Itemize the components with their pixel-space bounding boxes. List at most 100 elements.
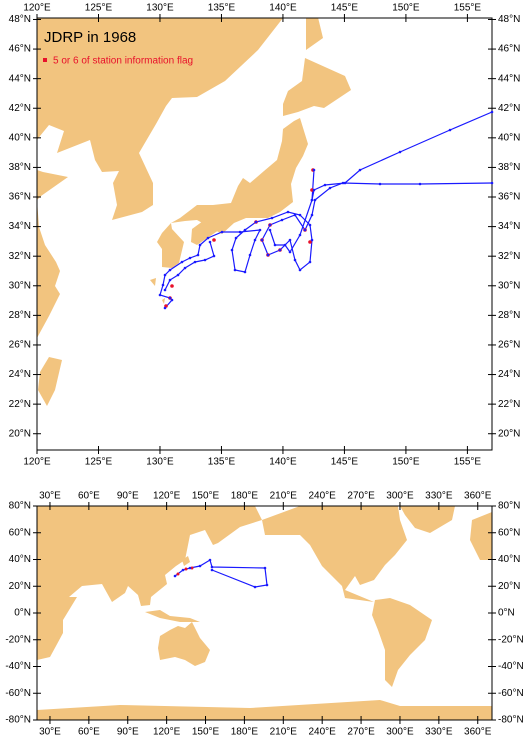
x-tick-label: 360°E (464, 491, 492, 502)
station (176, 273, 180, 277)
y-tick-label: 32°N (9, 251, 31, 262)
station (265, 583, 269, 587)
station (203, 258, 207, 262)
station (208, 558, 212, 562)
station (378, 182, 382, 186)
station (323, 183, 327, 187)
y-tick-label: -80°N (5, 715, 31, 726)
station (270, 216, 274, 220)
y-tick-label: 40°N (9, 554, 31, 565)
station (398, 150, 402, 154)
station (260, 238, 264, 242)
regional-land (37, 18, 351, 406)
map-title: JDRP in 1968 (44, 29, 136, 46)
y-tick-label: 34°N (9, 221, 31, 232)
station (168, 278, 172, 282)
x-tick-label: 150°E (192, 727, 220, 738)
x-tick-label: 30°E (39, 491, 61, 502)
station (293, 213, 297, 217)
station (268, 228, 272, 232)
station (328, 186, 332, 190)
x-tick-label: 270°E (347, 727, 375, 738)
x-tick-label: 155°E (454, 457, 482, 468)
station (238, 230, 242, 234)
x-tick-label: 60°E (78, 491, 100, 502)
station (288, 250, 292, 254)
y-tick-label: 28°N (498, 310, 520, 321)
station (181, 568, 185, 572)
y-tick-label: -20°N (5, 634, 31, 645)
y-tick-label: 20°N (9, 581, 31, 592)
station (266, 253, 270, 257)
y-tick-label: 48°N (498, 14, 520, 25)
station (258, 228, 262, 232)
global-land (37, 506, 492, 720)
x-tick-label: 240°E (309, 727, 337, 738)
station (188, 566, 192, 570)
y-tick-label: 42°N (498, 103, 520, 114)
station (268, 223, 272, 227)
x-tick-label: 30°E (39, 727, 61, 738)
station (254, 220, 258, 224)
station (308, 223, 312, 227)
x-tick-label: 90°E (117, 491, 139, 502)
station (161, 283, 165, 287)
x-tick-label: 130°E (146, 457, 174, 468)
station (341, 181, 345, 185)
y-tick-label: 40°N (498, 132, 520, 143)
station (163, 288, 167, 292)
station (263, 566, 267, 570)
x-tick-label: 180°E (231, 491, 259, 502)
y-tick-label: 46°N (9, 44, 31, 55)
station (358, 168, 362, 172)
station (303, 228, 307, 232)
y-tick-label: 34°N (498, 221, 520, 232)
station (293, 258, 297, 262)
y-tick-label: -40°N (5, 661, 31, 672)
x-tick-label: 135°E (208, 457, 236, 468)
x-tick-label: 145°E (331, 3, 359, 14)
station (170, 298, 174, 302)
y-tick-label: -60°N (5, 688, 31, 699)
station (312, 168, 316, 172)
x-tick-label: 330°E (425, 491, 453, 502)
y-tick-label: 24°N (498, 369, 520, 380)
station (286, 210, 290, 214)
station (163, 273, 167, 277)
y-tick-label: 26°N (498, 340, 520, 351)
global-flags (176, 566, 194, 576)
x-tick-label: 210°E (270, 727, 298, 738)
y-tick-label: 24°N (9, 369, 31, 380)
y-tick-label: 80°N (498, 501, 520, 512)
station (220, 230, 224, 234)
y-tick-label: 38°N (498, 162, 520, 173)
station (230, 248, 234, 252)
y-tick-label: 36°N (9, 192, 31, 203)
station (180, 260, 184, 264)
y-tick-label: 36°N (498, 192, 520, 203)
station (308, 260, 312, 264)
y-tick-label: 60°N (9, 527, 31, 538)
station (196, 253, 200, 257)
station (343, 181, 347, 185)
x-tick-label: 140°E (269, 457, 297, 468)
y-tick-label: 26°N (9, 340, 31, 351)
x-tick-label: 360°E (464, 727, 492, 738)
station (168, 296, 172, 300)
station (183, 266, 187, 270)
x-tick-label: 155°E (454, 3, 482, 14)
y-tick-label: 28°N (9, 310, 31, 321)
x-tick-label: 125°E (85, 3, 113, 14)
x-tick-label: 210°E (270, 491, 298, 502)
y-tick-label: 32°N (498, 251, 520, 262)
station (313, 198, 317, 202)
station (253, 585, 257, 589)
y-tick-label: 40°N (498, 554, 520, 565)
station (448, 128, 452, 132)
y-tick-label: 30°N (9, 280, 31, 291)
station (188, 256, 192, 260)
station (243, 228, 247, 232)
x-tick-label: 120°E (153, 491, 181, 502)
